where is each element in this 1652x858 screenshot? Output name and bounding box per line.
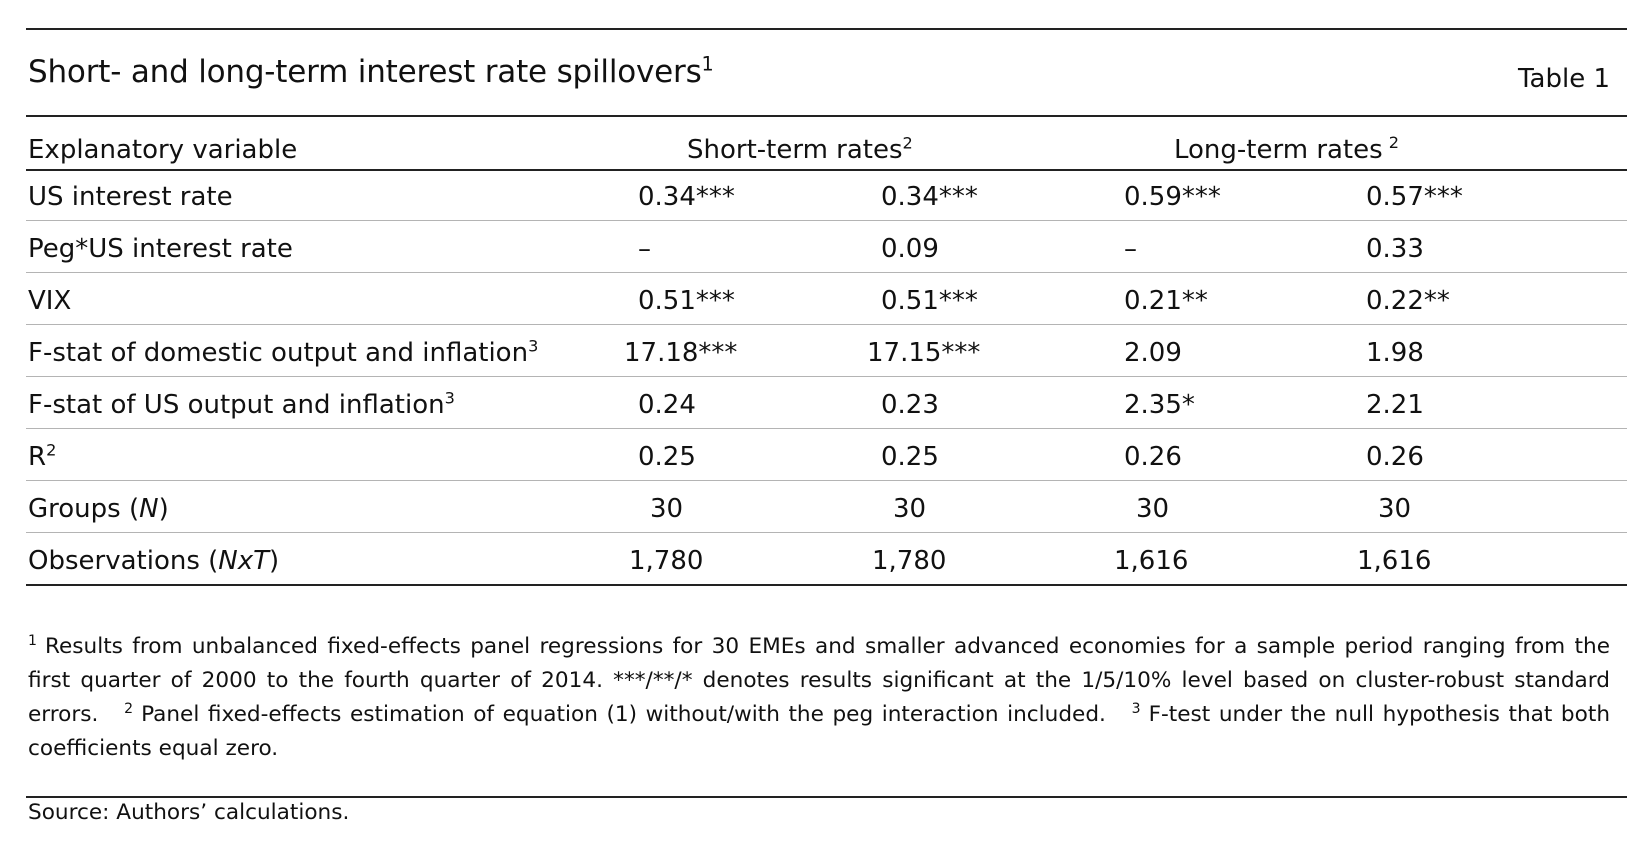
row-divider	[26, 272, 1627, 273]
source-note: Source: Authors’ calculations.	[28, 800, 350, 825]
footnote-2: Panel fixed-effects estimation of equati…	[141, 702, 1106, 727]
table-cell: 2.21	[1366, 390, 1424, 420]
row-label-fstat-domestic: F-stat of domestic output and inflation3	[28, 336, 539, 368]
header-top-rule	[26, 115, 1627, 117]
row-label-fstat-us: F-stat of US output and inflation3	[28, 388, 455, 420]
row-divider	[26, 324, 1627, 325]
table-cell: 2.35*	[1124, 390, 1195, 420]
footnote-marker: 2	[124, 700, 134, 717]
table-cell: 0.51***	[638, 286, 735, 316]
table-number: Table 1	[1517, 64, 1610, 94]
header-long-term-rates: Long-term rates 2	[1174, 133, 1399, 165]
footnote-marker: 3	[1131, 700, 1141, 717]
table-cell: 1,616	[1114, 546, 1189, 576]
table-cell: 0.51***	[881, 286, 978, 316]
table-cell: –	[638, 234, 651, 264]
table-cell: 2.09	[1124, 338, 1182, 368]
header-explanatory-variable: Explanatory variable	[28, 135, 298, 165]
table-cell: 30	[650, 494, 684, 524]
table-cell: 0.33	[1366, 234, 1424, 264]
row-divider	[26, 480, 1627, 481]
footnote-1: Results from unbalanced fixed-effects pa…	[28, 634, 1610, 727]
table-bottom-rule	[26, 584, 1627, 586]
table-cell: 0.21**	[1124, 286, 1208, 316]
table-cell: 0.57***	[1366, 182, 1463, 212]
row-label-peg-us-interest-rate: Peg*US interest rate	[28, 234, 293, 264]
table-cell: 0.26	[1366, 442, 1424, 472]
table-cell: 0.23	[881, 390, 939, 420]
table-cell: 0.25	[638, 442, 696, 472]
table-cell: 30	[893, 494, 927, 524]
table-cell: 0.34***	[881, 182, 978, 212]
table-cell: 0.34***	[638, 182, 735, 212]
table-cell: 0.26	[1124, 442, 1182, 472]
table-cell: 0.59***	[1124, 182, 1221, 212]
row-divider	[26, 428, 1627, 429]
row-label-vix: VIX	[28, 286, 72, 316]
table-cell: 30	[1378, 494, 1412, 524]
header-bottom-rule	[26, 169, 1627, 171]
table-cell: –	[1124, 234, 1137, 264]
table-cell: 17.18***	[624, 338, 738, 368]
row-label-groups: Groups (N)	[28, 494, 169, 524]
table-cell: 17.15***	[867, 338, 981, 368]
table-cell: 1,616	[1357, 546, 1432, 576]
table-title: Short- and long-term interest rate spill…	[28, 52, 714, 90]
row-divider	[26, 532, 1627, 533]
header-short-term-rates: Short-term rates2	[687, 133, 913, 165]
title-row: Short- and long-term interest rate spill…	[28, 54, 1610, 98]
footnotes: 1 Results from unbalanced fixed-effects p…	[28, 630, 1610, 766]
table-cell: 0.24	[638, 390, 696, 420]
table-cell: 0.09	[881, 234, 939, 264]
top-rule	[26, 28, 1627, 30]
row-label-observations: Observations (NxT)	[28, 546, 280, 576]
table-cell: 30	[1136, 494, 1170, 524]
table-cell: 1,780	[872, 546, 947, 576]
page-bottom-rule	[26, 796, 1627, 798]
table-cell: 0.22**	[1366, 286, 1450, 316]
row-divider	[26, 376, 1627, 377]
footnote-marker: 1	[28, 632, 37, 649]
row-divider	[26, 220, 1627, 221]
footnote-3: F-test under the null hypothesis that bo…	[28, 702, 1611, 761]
row-label-r-squared: R2	[28, 440, 57, 472]
table-cell: 1,780	[629, 546, 704, 576]
row-label-us-interest-rate: US interest rate	[28, 182, 233, 212]
table-cell: 0.25	[881, 442, 939, 472]
table-cell: 1.98	[1366, 338, 1424, 368]
